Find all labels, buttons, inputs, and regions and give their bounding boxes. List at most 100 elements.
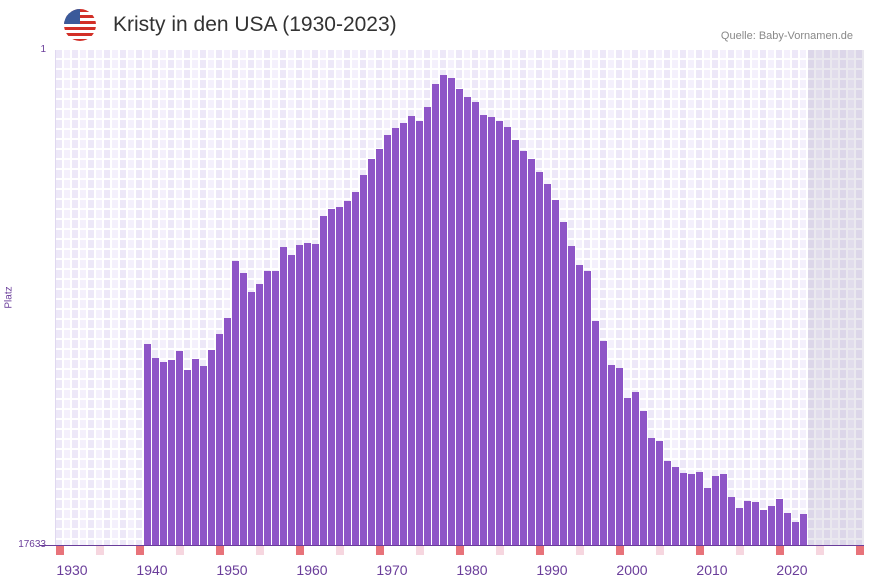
bar-2010[interactable] [696,472,703,545]
bar-2011[interactable] [704,488,711,545]
bar-1985[interactable] [496,120,503,545]
bar-1955[interactable] [256,284,263,545]
bar-1975[interactable] [416,120,423,545]
x-tick-label-1930: 1930 [56,562,88,578]
y-axis-line [55,50,56,545]
x-tick-label-2000: 2000 [616,562,648,578]
bar-1993[interactable] [560,221,567,545]
bar-2006[interactable] [664,460,671,545]
bar-1991[interactable] [544,184,551,545]
bar-1961[interactable] [304,243,311,545]
x-tick-label-1980: 1980 [456,562,488,578]
bar-1957[interactable] [272,270,279,545]
bar-2008[interactable] [680,473,687,545]
bar-2000[interactable] [616,367,623,545]
bar-1947[interactable] [192,358,199,545]
bar-1945[interactable] [176,350,183,545]
bar-1954[interactable] [248,292,255,545]
bar-1946[interactable] [184,369,191,545]
bar-1953[interactable] [240,272,247,545]
minor-tick-1965 [336,546,344,555]
bar-2004[interactable] [648,438,655,545]
bar-1972[interactable] [392,128,399,545]
bar-1999[interactable] [608,364,615,545]
source-link[interactable]: Quelle: Baby-Vornamen.de [720,30,853,42]
bar-1976[interactable] [424,106,431,545]
bar-1971[interactable] [384,135,391,545]
bar-2001[interactable] [624,398,631,545]
bar-2016[interactable] [744,500,751,545]
bar-1978[interactable] [440,75,447,545]
bar-1944[interactable] [168,359,175,545]
bar-2002[interactable] [632,392,639,545]
bar-1941[interactable] [144,344,151,545]
bar-1969[interactable] [368,158,375,545]
bar-1965[interactable] [336,206,343,545]
major-tick-1940 [136,546,144,555]
bar-2015[interactable] [736,507,743,545]
bar-1987[interactable] [512,140,519,545]
bar-1995[interactable] [576,264,583,545]
bar-1986[interactable] [504,127,511,545]
bar-1998[interactable] [600,341,607,545]
bar-1983[interactable] [480,114,487,545]
bar-1980[interactable] [456,89,463,545]
bar-2018[interactable] [760,509,767,545]
bar-1956[interactable] [264,270,271,545]
bar-1966[interactable] [344,200,351,545]
bar-1951[interactable] [224,317,231,545]
bar-1973[interactable] [400,122,407,545]
bar-2005[interactable] [656,441,663,545]
bar-1968[interactable] [360,175,367,545]
usa-flag-icon [64,9,96,41]
major-tick-2020 [776,546,784,555]
bar-1962[interactable] [312,244,319,545]
bar-1982[interactable] [472,101,479,545]
bar-2014[interactable] [728,497,735,545]
bar-2020[interactable] [776,498,783,545]
bar-1970[interactable] [376,149,383,545]
bar-2021[interactable] [784,512,791,545]
bar-1948[interactable] [200,365,207,545]
minor-tick-2025 [816,546,824,555]
bar-1959[interactable] [288,254,295,545]
minor-tick-1975 [416,546,424,555]
bar-1952[interactable] [232,260,239,545]
bar-1958[interactable] [280,247,287,545]
bar-2012[interactable] [712,476,719,545]
bar-1942[interactable] [152,357,159,545]
x-tick-label-2010: 2010 [696,562,728,578]
bar-2017[interactable] [752,501,759,545]
bar-1979[interactable] [448,78,455,545]
bar-2013[interactable] [720,474,727,545]
bar-1984[interactable] [488,116,495,545]
bar-1996[interactable] [584,270,591,545]
bar-2022[interactable] [792,522,799,545]
bar-1997[interactable] [592,320,599,545]
x-tick-label-1940: 1940 [136,562,168,578]
bar-1967[interactable] [352,192,359,545]
x-tick-label-1990: 1990 [536,562,568,578]
bar-1949[interactable] [208,349,215,545]
bar-1989[interactable] [528,158,535,545]
bar-1950[interactable] [216,334,223,545]
bar-1960[interactable] [296,245,303,545]
bar-2003[interactable] [640,410,647,545]
bar-2009[interactable] [688,474,695,545]
bar-2007[interactable] [672,466,679,545]
bar-1963[interactable] [320,215,327,545]
bar-1988[interactable] [520,150,527,545]
bar-1981[interactable] [464,97,471,545]
bar-1964[interactable] [328,208,335,545]
bar-1990[interactable] [536,171,543,545]
x-tick-label-1950: 1950 [216,562,248,578]
bar-1992[interactable] [552,200,559,545]
bar-2019[interactable] [768,505,775,545]
major-tick-1970 [376,546,384,555]
minor-tick-1985 [496,546,504,555]
bar-1943[interactable] [160,361,167,545]
bar-1977[interactable] [432,84,439,545]
bar-2023[interactable] [800,513,807,545]
bar-1994[interactable] [568,246,575,545]
bar-1974[interactable] [408,115,415,545]
